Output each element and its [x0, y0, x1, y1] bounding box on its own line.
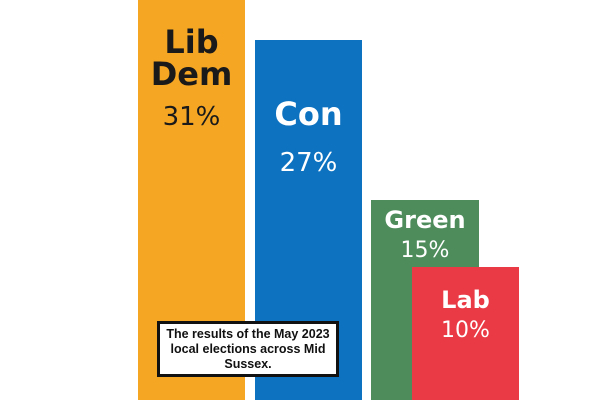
bar-party-label-line: Dem: [150, 55, 233, 93]
bar-party-label: Con: [274, 95, 343, 133]
bar-lab: Lab 10%: [412, 267, 519, 400]
bar-party-label: Lib Dem: [138, 26, 245, 90]
bar-party-label-line: Lib: [164, 23, 219, 61]
bar-value-label: 10%: [441, 318, 490, 343]
bar-value-label: 15%: [400, 238, 450, 263]
bar-party-label: Green: [384, 206, 466, 234]
bar-party-label: Lab: [441, 286, 490, 314]
bar-value-label: 31%: [162, 102, 221, 132]
bar-value-label: 27%: [279, 148, 338, 178]
chart-caption: The results of the May 2023 local electi…: [157, 321, 339, 377]
